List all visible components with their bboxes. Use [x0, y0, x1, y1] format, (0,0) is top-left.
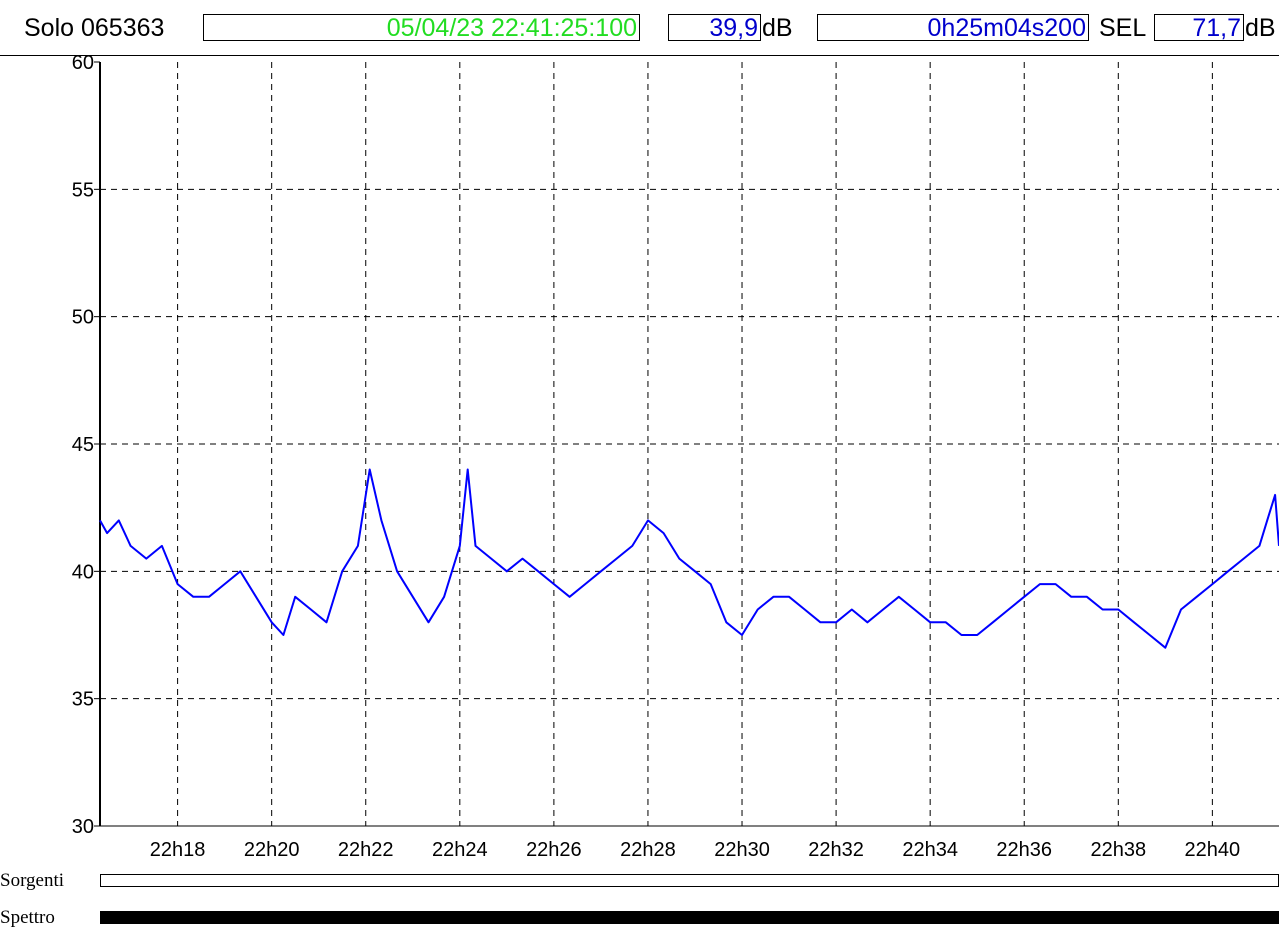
x-tick-label: 22h18: [150, 839, 206, 861]
leq-unit: dB: [762, 14, 793, 42]
x-tick-label: 22h32: [808, 839, 864, 861]
sorgenti-bar: [100, 874, 1279, 887]
device-label: Solo 065363: [24, 14, 165, 42]
x-tick-label: 22h30: [714, 839, 770, 861]
y-tick-label: 30: [72, 816, 94, 838]
y-tick-label: 35: [72, 689, 94, 711]
y-tick-label: 40: [72, 561, 94, 583]
y-tick-label: 45: [72, 434, 94, 456]
x-tick-label: 22h24: [432, 839, 488, 861]
sel-unit: dB: [1245, 14, 1276, 42]
spettro-label: Spettro: [0, 907, 55, 928]
sel-label: SEL: [1099, 14, 1147, 42]
x-tick-label: 22h36: [996, 839, 1052, 861]
x-tick-label: 22h20: [244, 839, 300, 861]
noise-series-line: [99, 468, 1279, 649]
spettro-bar: [100, 911, 1279, 924]
x-tick-label: 22h22: [338, 839, 394, 861]
header-bar: Solo 065363 05/04/23 22:41:25:100 39,9 d…: [0, 0, 1279, 56]
x-tick-label: 22h26: [526, 839, 582, 861]
x-tick-label: 22h28: [620, 839, 676, 861]
noise-level-chart: 30 35 40 45 50 55 60 22h18 22h20 22h22 22h24 22h26 2…: [72, 56, 1279, 861]
y-tick-label: 50: [72, 307, 94, 329]
x-tick-label: 22h38: [1090, 839, 1146, 861]
sorgenti-label: Sorgenti: [0, 870, 65, 891]
datetime-field: 05/04/23 22:41:25:100: [203, 14, 640, 41]
y-tick-label: 60: [72, 56, 94, 74]
duration-field: 0h25m04s200: [817, 14, 1089, 41]
x-tick-label: 22h34: [902, 839, 958, 861]
y-tick-label: 55: [72, 179, 94, 201]
leq-value-field: 39,9: [668, 14, 761, 41]
sel-value-field: 71,7: [1154, 14, 1244, 41]
x-tick-label: 22h40: [1185, 839, 1241, 861]
